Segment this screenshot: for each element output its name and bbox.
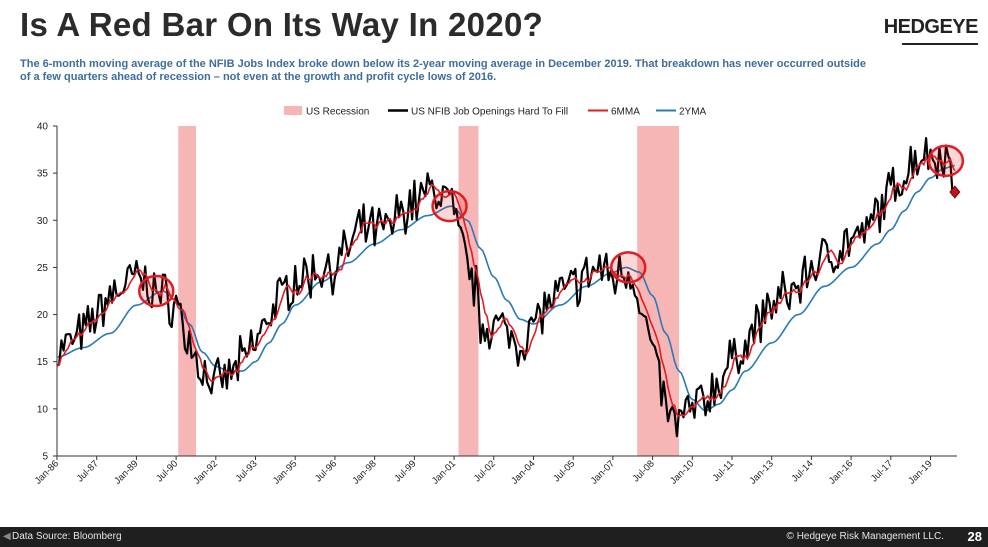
recession-bars: [178, 126, 680, 456]
subtitle: The 6-month moving average of the NFIB J…: [20, 58, 867, 83]
chart-legend: US Recession US NFIB Job Openings Hard T…: [284, 106, 707, 118]
nfib-chart: US Recession US NFIB Job Openings Hard T…: [33, 106, 965, 487]
x-tick-label: Jan-92: [192, 458, 220, 486]
y-tick-label: 10: [37, 404, 49, 415]
chevron-left-icon[interactable]: ◀: [3, 531, 11, 542]
x-tick-label: Jan-89: [112, 458, 140, 486]
x-tick-label: Jan-86: [33, 458, 61, 486]
data-source: Data Source: Bloomberg: [12, 531, 122, 542]
page-number: 28: [967, 529, 982, 544]
x-tick-label: Jan-16: [827, 458, 855, 486]
highlight-circle-1: [431, 189, 468, 223]
page-title: Is A Red Bar On Its Way In 2020?: [20, 6, 544, 43]
x-tick-label: Jul-11: [711, 458, 737, 484]
x-tick-label: Jan-01: [430, 458, 458, 486]
y-tick-label: 20: [37, 310, 49, 321]
x-tick-label: Jul-96: [313, 458, 339, 484]
x-tick-label: Jul-17: [869, 458, 895, 484]
series-2yma: [56, 164, 955, 412]
x-tick-label: Jan-13: [747, 458, 775, 486]
x-tick-label: Jul-14: [789, 458, 815, 484]
hedgeye-logo: HEDGEYE: [883, 16, 979, 38]
chart-annotations: [138, 144, 965, 308]
y-tick-label: 35: [37, 169, 49, 180]
chart-axes: 5 10 15 20 25 30 35 40 Jan-86 Jul-87 Jan-89 Jul-90 J…: [33, 122, 957, 487]
y-tick-label: 25: [37, 263, 49, 274]
x-tick-label: Jul-87: [75, 458, 101, 484]
highlight-circle-2: [609, 251, 647, 284]
chart-series: [56, 137, 956, 438]
logo-underline: [902, 43, 978, 45]
legend-raw-label: US NFIB Job Openings Hard To Fill: [411, 107, 568, 118]
legend-recession-swatch: [284, 106, 302, 115]
series-6mma: [56, 155, 956, 418]
footer-bar: ◀ Data Source: Bloomberg © Hedgeye Risk …: [0, 527, 988, 547]
y-tick-label: 15: [37, 357, 49, 368]
x-tick-label: Jan-04: [509, 458, 537, 486]
series-nfib-raw: [56, 137, 956, 438]
legend-6mma-label: 6MMA: [611, 107, 640, 118]
highlight-circle-0: [138, 274, 175, 308]
x-tick-label: Jan-98: [350, 458, 378, 486]
x-tick-label: Jan-19: [906, 458, 934, 486]
x-tick-label: Jul-05: [551, 458, 577, 484]
y-tick-label: 5: [42, 452, 48, 463]
x-tick-label: Jul-08: [631, 458, 657, 484]
legend-2yma-label: 2YMA: [679, 107, 707, 118]
legend-recession-label: US Recession: [306, 107, 369, 118]
x-tick-label: Jan-95: [271, 458, 299, 486]
x-tick-label: Jul-02: [472, 458, 498, 484]
x-tick-label: Jan-10: [668, 458, 696, 486]
y-tick-label: 40: [37, 122, 49, 133]
recession-bar-0: [178, 126, 196, 456]
x-tick-label: Jul-99: [392, 458, 418, 484]
recession-bar-1: [458, 126, 479, 456]
x-tick-label: Jul-90: [154, 458, 180, 484]
x-tick-label: Jul-93: [234, 458, 260, 484]
copyright: © Hedgeye Risk Management LLC.: [786, 531, 944, 542]
x-tick-label: Jan-07: [589, 458, 617, 486]
latest-value-marker: [949, 185, 961, 199]
highlight-circle-3: [927, 144, 965, 178]
y-tick-label: 30: [37, 216, 49, 227]
